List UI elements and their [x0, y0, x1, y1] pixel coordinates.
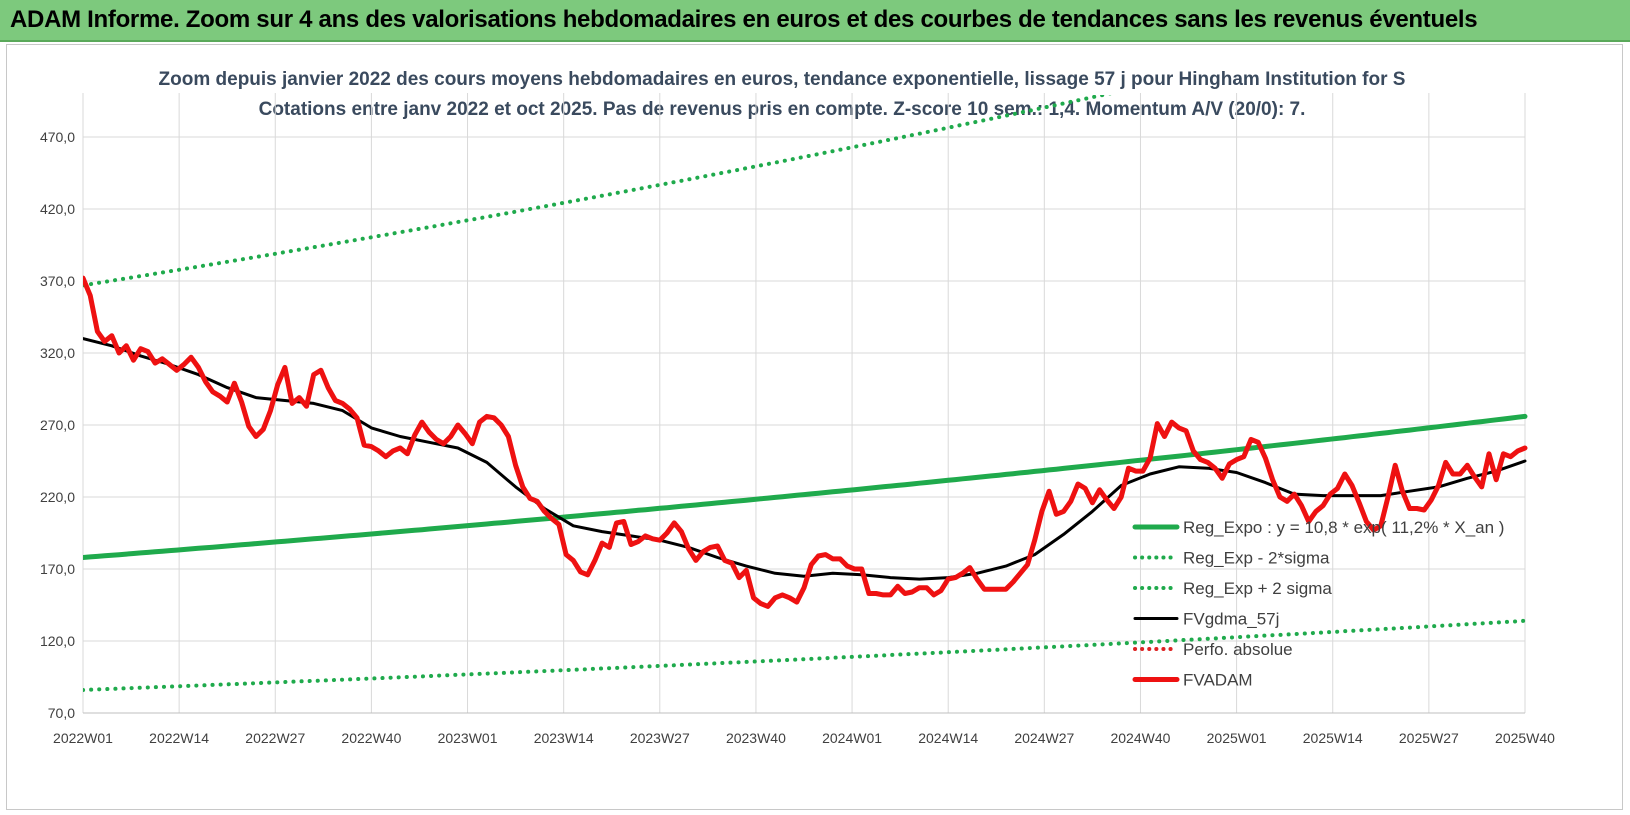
- series-4: [83, 275, 1528, 609]
- x-tick-label: 2024W14: [918, 730, 978, 746]
- y-tick-label: 470,0: [40, 129, 75, 145]
- series-0: [83, 413, 1528, 560]
- legend-label: FVADAM: [1183, 671, 1253, 690]
- y-tick-label: 370,0: [40, 273, 75, 289]
- y-tick-label: 170,0: [40, 561, 75, 577]
- y-tick-label: 120,0: [40, 633, 75, 649]
- x-tick-label: 2023W40: [726, 730, 786, 746]
- x-tick-label: 2025W01: [1207, 730, 1267, 746]
- x-tick-label: 2022W40: [341, 730, 401, 746]
- price-chart: Zoom depuis janvier 2022 des cours moyen…: [40, 69, 1555, 746]
- legend-label: Reg_Exp - 2*sigma: [1183, 549, 1330, 568]
- x-tick-label: 2025W14: [1303, 730, 1363, 746]
- y-tick-label: 320,0: [40, 345, 75, 361]
- x-tick-label: 2022W01: [53, 730, 113, 746]
- legend-label: Reg_Exp + 2 sigma: [1183, 579, 1332, 598]
- series-3: [83, 337, 1527, 581]
- chart-frame: Zoom depuis janvier 2022 des cours moyen…: [6, 44, 1623, 810]
- banner-title: ADAM Informe. Zoom sur 4 ans des valoris…: [10, 6, 1478, 33]
- legend-label: Reg_Expo : y = 10,8 * exp( 11,2% * X_an …: [1183, 518, 1504, 537]
- x-tick-label: 2023W01: [438, 730, 498, 746]
- x-tick-label: 2024W40: [1110, 730, 1170, 746]
- x-tick-label: 2024W01: [822, 730, 882, 746]
- y-tick-label: 270,0: [40, 417, 75, 433]
- x-tick-label: 2025W40: [1495, 730, 1555, 746]
- series-1: [83, 618, 1527, 692]
- y-tick-label: 420,0: [40, 201, 75, 217]
- y-tick-label: 220,0: [40, 489, 75, 505]
- x-tick-label: 2022W14: [149, 730, 209, 746]
- x-tick-label: 2023W27: [630, 730, 690, 746]
- series-group: [83, 95, 1528, 692]
- y-axis-labels: 70,0 120,0 170,0 220,0 270,0 320,0 370,0 420,0 4…: [40, 129, 75, 721]
- series-2: [83, 95, 1112, 288]
- banner: ADAM Informe. Zoom sur 4 ans des valoris…: [0, 0, 1630, 42]
- x-tick-label: 2025W27: [1399, 730, 1459, 746]
- y-tick-label: 70,0: [48, 705, 75, 721]
- chart-title-line1: Zoom depuis janvier 2022 des cours moyen…: [159, 69, 1406, 90]
- x-tick-label: 2023W14: [534, 730, 594, 746]
- grid: [82, 93, 1526, 714]
- x-axis-labels: 2022W01 2022W14 2022W27 2022W40 2023W01 2023W…: [53, 730, 1555, 746]
- legend-label: Perfo. absolue: [1183, 640, 1293, 659]
- legend: Reg_Expo : y = 10,8 * exp( 11,2% * X_an …: [1132, 518, 1504, 690]
- legend-label: FVgdma_57j: [1183, 610, 1279, 629]
- x-tick-label: 2024W27: [1014, 730, 1074, 746]
- x-tick-label: 2022W27: [245, 730, 305, 746]
- chart-title-line2: Cotations entre janv 2022 et oct 2025. P…: [259, 99, 1306, 120]
